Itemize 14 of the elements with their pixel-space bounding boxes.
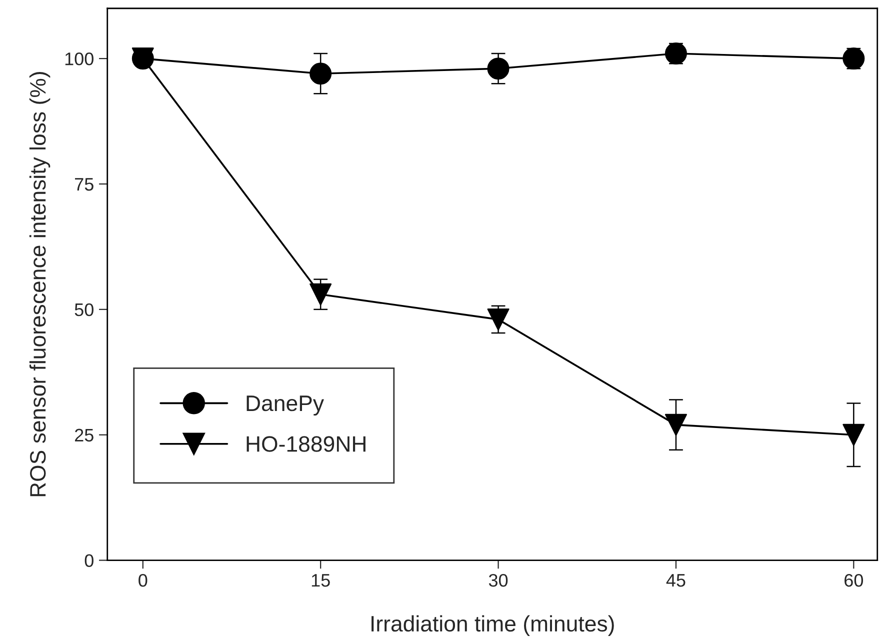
y-tick-label: 0 bbox=[84, 554, 94, 567]
y-tick-label: 25 bbox=[74, 428, 94, 442]
legend-label: HO-1889NH bbox=[246, 436, 366, 452]
x-tick-label: 45 bbox=[666, 574, 686, 587]
x-tick-label: 0 bbox=[138, 574, 148, 587]
x-tick-label: 60 bbox=[844, 574, 864, 587]
legend-label: DanePy bbox=[246, 396, 324, 416]
y-tick-label: 50 bbox=[74, 303, 94, 316]
x-tick-label: 30 bbox=[488, 574, 508, 587]
y-tick-label: 100 bbox=[65, 52, 94, 66]
x-tick-label: 15 bbox=[312, 574, 330, 587]
x-axis-title: Irradiation time (minutes) bbox=[372, 615, 614, 636]
y-tick-label: 75 bbox=[75, 178, 94, 191]
y-axis-title: ROS sensor fluorescence intensity loss (%) bbox=[29, 72, 50, 496]
